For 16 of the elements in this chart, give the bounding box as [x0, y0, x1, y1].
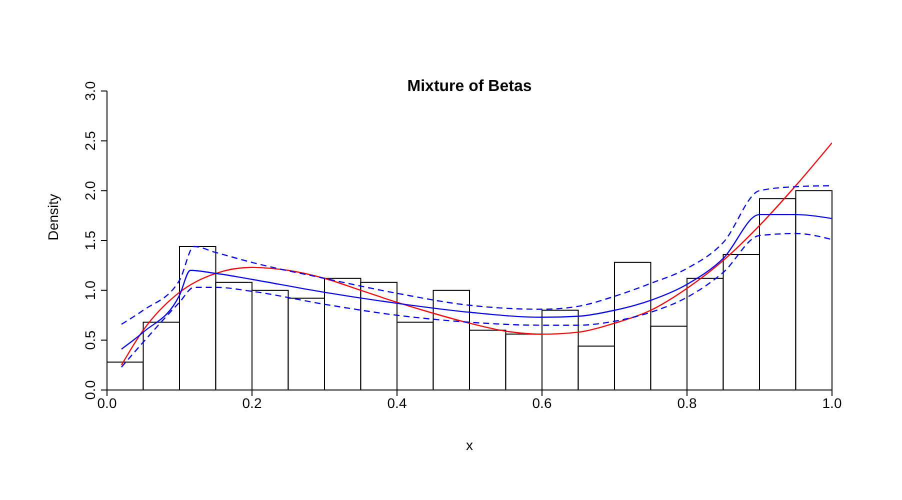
y-tick-label: 0.5 [82, 330, 98, 350]
x-tick-label: 0.8 [677, 394, 697, 411]
y-tick-label: 1.5 [82, 230, 98, 250]
y-tick-label: 2.0 [82, 180, 98, 200]
x-tick-label: 0.4 [387, 394, 407, 411]
x-tick-label: 0.0 [97, 394, 117, 411]
y-axis-title: Density [44, 194, 61, 240]
line-series [120, 185, 832, 325]
x-tick-label: 0.2 [242, 394, 262, 411]
y-tick-label: 1.0 [82, 280, 98, 300]
x-tick-label: 0.6 [532, 394, 552, 411]
y-tick-label: 3.0 [82, 81, 98, 101]
x-axis-title: x [466, 437, 473, 453]
x-tick-label: 1.0 [822, 394, 842, 411]
chart-title: Mixture of Betas [406, 78, 533, 96]
y-tick-label: 2.5 [82, 130, 98, 151]
